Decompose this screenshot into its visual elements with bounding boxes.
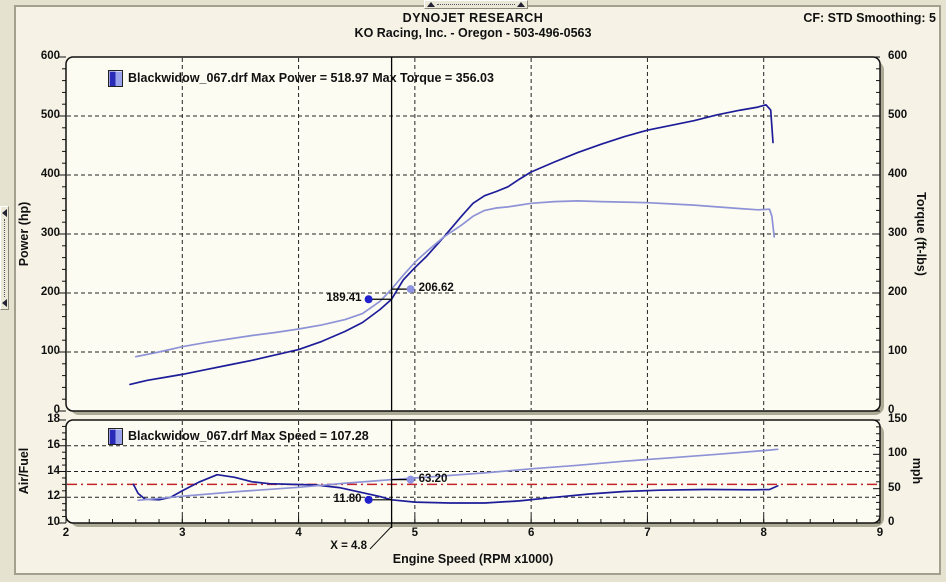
torque-axis-title: Torque (ft-lbs) — [914, 192, 928, 276]
correction-smoothing-status: CF: STD Smoothing: 5 — [803, 11, 936, 25]
cursor-value-label: 206.62 — [418, 282, 454, 295]
run-color-swatch — [108, 428, 123, 445]
y-tick-label-right: 400 — [888, 168, 908, 180]
page-title: DYNOJET RESEARCH — [402, 11, 544, 25]
airfuel-speed-chart-plot[interactable] — [59, 419, 884, 528]
cursor-value-label: 11.80 — [333, 492, 362, 505]
y-tick-label-left: 18 — [47, 413, 60, 425]
y-tick-label-left: 14 — [47, 464, 60, 477]
x-tick-label: 8 — [760, 527, 767, 539]
power-torque-chart[interactable] — [59, 56, 884, 415]
y-tick-label-left: 600 — [40, 50, 60, 62]
x-tick-label: 2 — [62, 527, 70, 539]
y-tick-label-right: 100 — [888, 345, 908, 357]
speed-curve — [137, 448, 779, 502]
y-tick-label-left: 200 — [40, 286, 60, 298]
mph-axis-title: mph — [910, 457, 924, 485]
power-torque-chart-plot[interactable] — [59, 56, 884, 415]
y-tick-label-left: 10 — [47, 516, 60, 528]
cursor-value-dot — [406, 475, 415, 484]
splitter-dots — [437, 4, 515, 5]
power-curve — [129, 103, 774, 386]
cursor-x-label: X = 4.8 — [330, 540, 367, 552]
y-tick-label-left: 500 — [40, 109, 60, 121]
collapse-left-icon — [2, 299, 7, 307]
run-color-swatch — [108, 70, 123, 87]
page-subtitle: KO Racing, Inc. - Oregon - 503-496-0563 — [354, 26, 592, 40]
y-tick-label-right: 150 — [888, 413, 908, 425]
x-tick-label: 7 — [644, 527, 651, 539]
y-tick-label-right: 0 — [888, 404, 895, 416]
y-tick-label-right: 600 — [888, 50, 908, 62]
speed-legend: Blackwidow_067.drf Max Speed = 107.28 — [128, 429, 369, 443]
cursor-value-dot — [406, 285, 415, 294]
splitter-dots — [4, 219, 5, 297]
y-tick-label-right: 50 — [888, 481, 901, 494]
y-tick-label-left: 12 — [47, 490, 60, 503]
collapse-left-icon — [2, 209, 7, 217]
x-tick-label: 5 — [411, 527, 419, 539]
collapse-up-icon — [427, 2, 435, 7]
airfuel-speed-chart[interactable] — [59, 419, 884, 528]
x-tick-label: 9 — [876, 527, 884, 539]
cursor-value-dot — [364, 295, 373, 304]
cursor-value-dot — [364, 495, 373, 504]
power-torque-legend: Blackwidow_067.drf Max Power = 518.97 Ma… — [128, 71, 494, 85]
y-tick-label-left: 400 — [40, 168, 60, 180]
y-tick-label-left: 300 — [40, 227, 60, 239]
y-tick-label-right: 200 — [888, 286, 908, 298]
torque-curve — [134, 200, 776, 358]
left-splitter-handle[interactable] — [0, 206, 9, 310]
cursor-value-label: 63.20 — [418, 472, 448, 485]
x-axis-title: Engine Speed (RPM x1000) — [392, 552, 554, 566]
cursor-value-label: 189.41 — [326, 292, 362, 305]
top-splitter-handle[interactable] — [424, 0, 528, 9]
x-tick-label: 6 — [527, 527, 535, 539]
airfuel-curve — [132, 473, 779, 504]
x-tick-label: 3 — [179, 527, 186, 539]
y-tick-label-left: 0 — [53, 404, 60, 416]
y-tick-label-left: 16 — [47, 438, 60, 451]
y-tick-label-left: 100 — [40, 345, 60, 357]
y-tick-label-right: 100 — [888, 447, 908, 460]
y-tick-label-right: 0 — [888, 516, 895, 528]
collapse-up-icon — [517, 2, 525, 7]
cursor-callout-line — [369, 525, 393, 550]
y-tick-label-right: 300 — [888, 227, 908, 239]
x-tick-label: 4 — [295, 527, 302, 539]
y-tick-label-right: 500 — [888, 109, 908, 121]
